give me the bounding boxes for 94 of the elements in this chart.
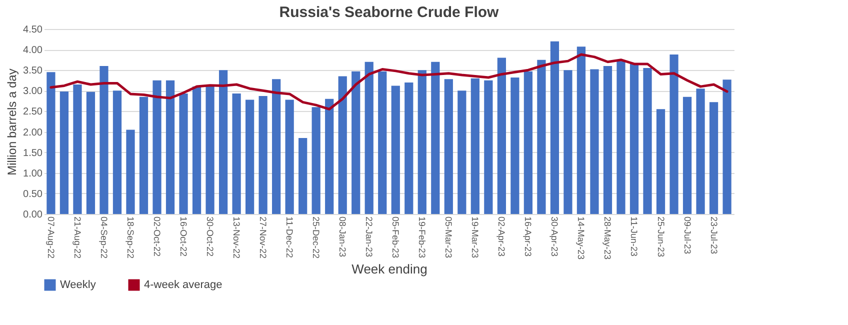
bar (312, 107, 320, 214)
x-tick-label: 13-Nov-22 (232, 216, 242, 259)
legend-label: 4-week average (144, 279, 222, 291)
bar (126, 130, 135, 214)
x-tick-label: 30-Apr-23 (550, 216, 560, 257)
bar (404, 82, 414, 214)
bar (696, 88, 705, 214)
y-tick-label: 3.50 (23, 66, 43, 77)
bar (524, 71, 532, 214)
x-tick-label: 27-Nov-22 (258, 216, 268, 259)
bar (656, 109, 666, 214)
bar (298, 138, 308, 214)
x-tick-label: 19-Mar-23 (470, 216, 480, 258)
bar (484, 80, 493, 214)
bar (643, 68, 652, 214)
bar (338, 76, 347, 214)
bar (670, 54, 678, 214)
bar (431, 62, 440, 214)
bar (179, 94, 188, 214)
bar (722, 80, 732, 214)
x-tick-label: 04-Sep-22 (98, 216, 109, 259)
bar (352, 71, 360, 214)
bar (418, 70, 426, 214)
bar (510, 78, 520, 214)
bar (682, 96, 692, 214)
bar (285, 100, 294, 214)
x-tick-label: 16-Apr-23 (523, 216, 534, 257)
bar (258, 96, 268, 214)
bar (576, 46, 586, 214)
y-tick-label: 4.00 (23, 45, 43, 56)
bar (550, 41, 560, 214)
bar (444, 79, 453, 214)
bar (325, 98, 334, 214)
bar (497, 58, 506, 214)
x-tick-label: 11-Jun-23 (629, 216, 640, 256)
x-tick-label: 02-Apr-23 (496, 216, 507, 257)
bar (192, 86, 202, 214)
bar (590, 69, 599, 214)
bar (709, 102, 718, 214)
x-axis-title: Week ending (352, 262, 428, 277)
x-tick-label: 08-Jan-23 (338, 216, 348, 258)
bar (537, 60, 546, 214)
x-tick-label: 02-Oct-22 (152, 216, 162, 257)
chart-title: Russia's Seaborne Crude Flow (279, 4, 500, 21)
bar (46, 72, 56, 214)
y-axis-title: Million barrels a day (5, 68, 20, 176)
y-tick-label: 0.00 (23, 210, 43, 220)
bar (206, 86, 214, 214)
x-tick-label: 23-Jul-23 (708, 216, 719, 254)
bar (73, 84, 82, 214)
bar (272, 79, 281, 214)
legend-label: Weekly (60, 279, 96, 291)
bar (630, 64, 639, 214)
x-tick-label: 18-Sep-22 (126, 216, 136, 259)
x-tick-label: 25-Dec-22 (311, 216, 322, 259)
x-tick-label: 21-Aug-22 (72, 216, 82, 259)
y-tick-label: 1.00 (23, 168, 43, 180)
bar (378, 71, 387, 214)
bar (246, 100, 254, 214)
bar (152, 80, 162, 214)
y-tick-label: 4.50 (23, 24, 43, 36)
x-tick-label: 30-Oct-22 (205, 216, 216, 257)
x-tick-label: 11-Dec-22 (284, 216, 295, 258)
y-tick-label: 2.00 (23, 127, 43, 138)
bar (112, 90, 122, 214)
bar (139, 96, 148, 214)
bar (232, 94, 241, 214)
bar (603, 66, 612, 214)
bar (100, 66, 108, 214)
x-tick-label: 05-Mar-23 (444, 216, 454, 258)
y-tick-label: 3.00 (23, 86, 43, 98)
bar (364, 62, 374, 214)
bar (458, 90, 466, 214)
x-tick-label: 16-Oct-22 (178, 216, 189, 257)
x-tick-label: 09-Jul-23 (682, 216, 692, 254)
bar (86, 92, 96, 214)
x-tick-label: 07-Aug-22 (46, 216, 56, 259)
x-tick-label: 05-Feb-23 (390, 216, 401, 258)
bar (60, 91, 69, 214)
bar (391, 86, 400, 214)
x-tick-label: 25-Jun-23 (656, 216, 666, 258)
bar (166, 80, 175, 214)
bar (470, 78, 480, 214)
line-series (50, 53, 728, 110)
x-tick-label: 22-Jan-23 (364, 216, 374, 258)
bar (218, 70, 228, 214)
bar (564, 70, 572, 214)
x-tick-label: 14-May-23 (576, 216, 586, 260)
bar (616, 61, 626, 214)
x-tick-label: 19-Feb-23 (417, 216, 428, 258)
x-tick-label: 28-May-23 (602, 216, 613, 260)
y-tick-label: 2.50 (23, 106, 43, 118)
y-tick-label: 1.50 (23, 148, 43, 159)
y-tick-label: 0.50 (23, 188, 43, 200)
